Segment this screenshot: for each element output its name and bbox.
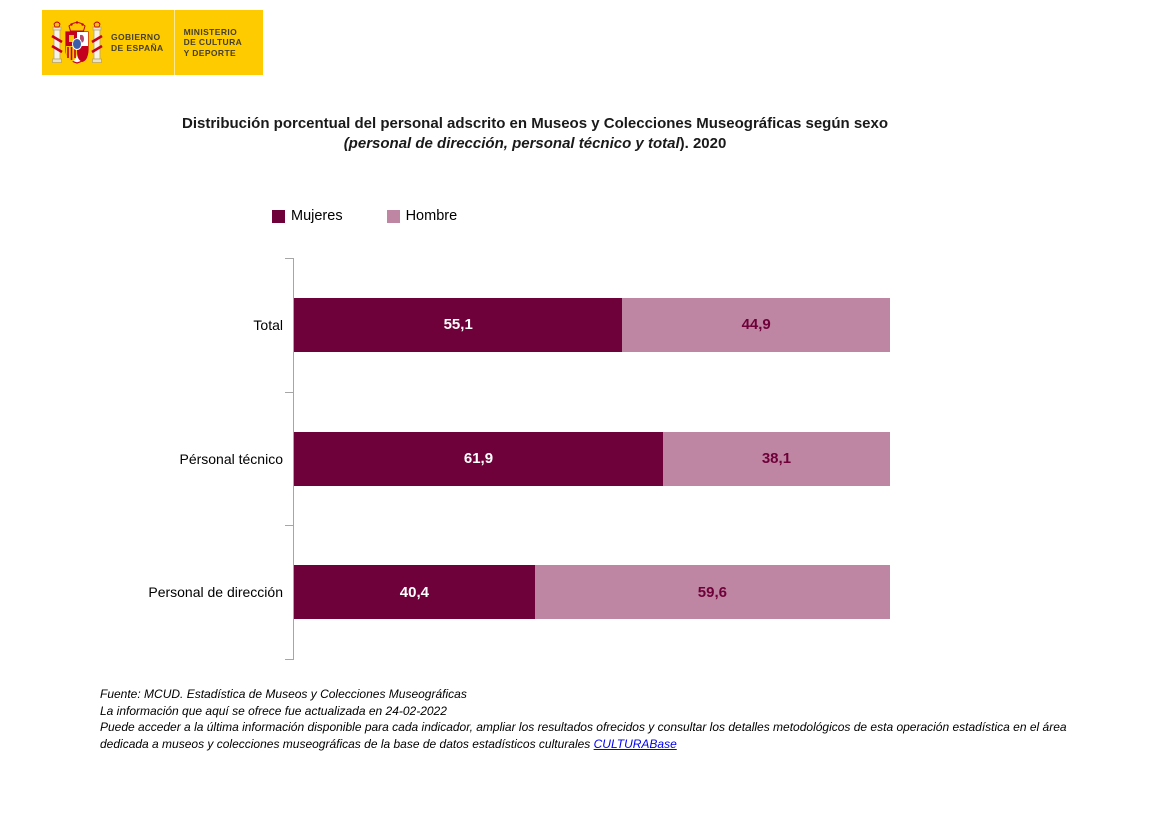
logo-divider xyxy=(173,10,175,75)
bar-segment-hombre: 38,1 xyxy=(662,431,890,486)
logo-government-line1: GOBIERNO xyxy=(111,32,161,42)
value-label: 44,9 xyxy=(741,316,771,334)
category-label: Pérsonal técnico xyxy=(179,450,283,467)
category-label: Personal de dirección xyxy=(148,584,283,601)
culturabase-link[interactable]: CULTURABase xyxy=(593,736,677,751)
gobierno-de-espana-logo: GOBIERNO DE ESPAÑA MINISTERIO DE CULTURA… xyxy=(42,10,263,75)
access-note: Puede acceder a la última información di… xyxy=(100,719,1112,752)
y-axis-tick xyxy=(285,391,293,393)
logo-government-text: GOBIERNO DE ESPAÑA xyxy=(111,32,164,53)
y-axis-tick xyxy=(285,659,293,660)
logo-government-line2: DE ESPAÑA xyxy=(111,42,164,53)
legend-item-mujeres: Mujeres xyxy=(272,208,343,224)
footer-notes: Fuente: MCUD. Estadística de Museos y Co… xyxy=(100,686,1112,752)
legend-swatch-icon xyxy=(272,209,285,223)
chart-title-line1: Distribución porcentual del personal ads… xyxy=(181,115,889,132)
bar-segment-mujeres: 61,9 xyxy=(294,431,663,486)
category-label: Total xyxy=(253,316,283,333)
y-axis-line xyxy=(293,258,294,660)
value-label: 40,4 xyxy=(399,583,429,601)
value-label: 55,1 xyxy=(443,316,473,334)
value-label: 59,6 xyxy=(697,583,727,601)
legend-item-hombre: Hombre xyxy=(386,208,458,224)
logo-ministry-line1: MINISTERIO xyxy=(183,26,238,37)
logo-ministry-line2: DE CULTURA xyxy=(183,37,243,48)
chart-legend: Mujeres Hombre xyxy=(272,208,457,224)
legend-label: Mujeres xyxy=(291,208,343,224)
value-label: 38,1 xyxy=(761,450,792,467)
access-note-text: Puede acceder a la última información di… xyxy=(100,720,1067,751)
chart-title-line2-regular: ). 2020 xyxy=(679,135,727,152)
update-note: La información que aquí se ofrece fue ac… xyxy=(100,703,447,718)
logo-ministry-text: MINISTERIO DE CULTURA Y DEPORTE xyxy=(184,27,243,59)
chart-title: Distribución porcentual del personal ads… xyxy=(100,114,970,154)
bar-segment-mujeres: 40,4 xyxy=(294,565,535,620)
legend-label: Hombre xyxy=(405,208,458,224)
y-axis-tick xyxy=(285,258,293,259)
bar-segment-mujeres: 55,1 xyxy=(294,297,623,352)
legend-swatch-icon xyxy=(386,209,400,223)
source-note: Fuente: MCUD. Estadística de Museos y Co… xyxy=(100,687,467,701)
chart-title-line2-italic: (personal de dirección, personal técnico… xyxy=(343,135,680,152)
spain-coat-of-arms-icon xyxy=(51,20,103,64)
bar-segment-hombre: 44,9 xyxy=(622,297,890,352)
value-label: 61,9 xyxy=(463,450,494,467)
logo-ministry-line3: Y DEPORTE xyxy=(183,47,237,58)
y-axis-tick xyxy=(285,525,293,527)
chart-title-line2: (personal de dirección, personal técnico… xyxy=(100,134,970,154)
bar-segment-hombre: 59,6 xyxy=(534,565,890,620)
